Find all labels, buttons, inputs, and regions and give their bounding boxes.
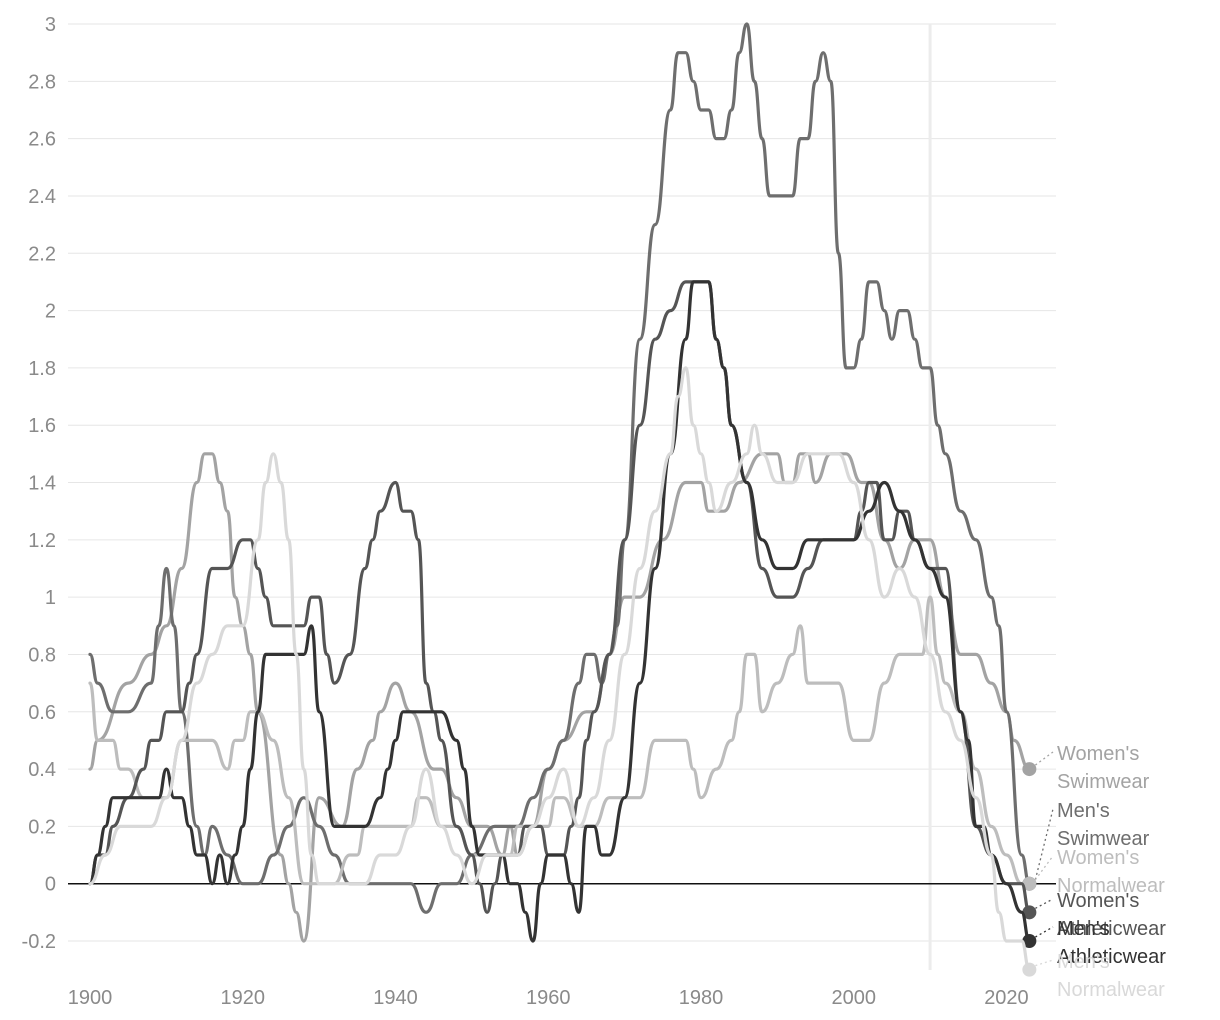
label-leader-line — [1034, 808, 1054, 880]
y-tick-label: 1.2 — [28, 530, 56, 552]
series-end-point-men-s-normalwear — [1022, 962, 1037, 977]
series-label-women-s-athleticwear: Women's — [1057, 890, 1139, 912]
series-end-point-men-s-athleticwear — [1022, 934, 1037, 948]
series-label-women-s-swimwear: Women's — [1057, 743, 1139, 765]
x-tick-label: 1960 — [526, 987, 571, 1009]
series-label-men-s-normalwear: Normalwear — [1057, 979, 1165, 1001]
y-tick-label: 1.8 — [28, 358, 56, 380]
y-tick-label: 0.6 — [28, 702, 56, 724]
y-axis: -0.2 0 0.2 0.4 0.6 0.8 1 1.2 1.4 1.6 1.8 2 2.2 2.4 2.6… — [22, 14, 56, 953]
series-line-men-s-swimwear — [88, 22, 1031, 914]
series-end-point-women-s-normalwear — [1022, 876, 1037, 891]
x-tick-label: 2020 — [984, 987, 1029, 1009]
series-label-women-s-normalwear: Normalwear — [1057, 875, 1165, 897]
y-tick-label: 2 — [45, 301, 56, 323]
grid-lines — [68, 23, 1056, 942]
x-tick-label: 2000 — [831, 987, 876, 1009]
series-label-women-s-athleticwear: Athleticwear — [1057, 918, 1166, 940]
label-leader-line — [1034, 751, 1054, 766]
label-leader-line — [1035, 898, 1054, 909]
x-axis: 1900 1920 1940 1960 1980 2000 2020 — [68, 987, 1029, 1009]
y-tick-label: 1.4 — [28, 473, 56, 495]
y-tick-label: 0 — [45, 874, 56, 896]
series-label-men-s-normalwear: Men's — [1057, 951, 1110, 973]
end-labels: Women'sSwimwearMen'sSwimwearWomen'sNorma… — [1034, 743, 1166, 1001]
series-label-men-s-swimwear: Men's — [1057, 800, 1110, 822]
y-tick-label: 1 — [45, 587, 56, 609]
series-line-women-s-swimwear — [88, 452, 1031, 943]
y-tick-label: 2.2 — [28, 243, 56, 265]
series-line-men-s-normalwear — [88, 366, 1031, 972]
series-line-men-s-athleticwear — [88, 280, 1031, 943]
series-label-men-s-athleticwear: Athleticwear — [1057, 946, 1166, 968]
x-tick-label: 1900 — [68, 987, 113, 1009]
y-tick-label: 0.4 — [28, 759, 56, 781]
label-leader-line — [1035, 926, 1054, 938]
series-line-women-s-normalwear — [88, 595, 1031, 886]
x-tick-label: 1940 — [373, 987, 418, 1009]
y-tick-label: 0.2 — [28, 816, 56, 838]
series-label-men-s-athleticwear: Men's — [1057, 918, 1110, 940]
series-end-point-women-s-athleticwear — [1022, 905, 1037, 920]
y-tick-label: 2.4 — [28, 186, 56, 208]
label-leader-line — [1034, 855, 1054, 881]
series-end-point-women-s-swimwear — [1022, 762, 1037, 777]
y-tick-label: 0.8 — [28, 644, 56, 666]
y-tick-label: 3 — [45, 14, 56, 36]
y-tick-label: -0.2 — [22, 931, 56, 953]
series-label-women-s-normalwear: Women's — [1057, 847, 1139, 869]
x-tick-label: 1980 — [679, 987, 724, 1009]
y-tick-label: 2.6 — [28, 129, 56, 151]
series-label-men-s-swimwear: Swimwear — [1057, 828, 1150, 850]
series-lines — [88, 22, 1037, 977]
y-tick-label: 2.8 — [28, 71, 56, 93]
label-leader-line — [1035, 959, 1054, 967]
series-label-women-s-swimwear: Swimwear — [1057, 771, 1150, 793]
x-tick-label: 1920 — [220, 987, 265, 1009]
y-tick-label: 1.6 — [28, 415, 56, 437]
